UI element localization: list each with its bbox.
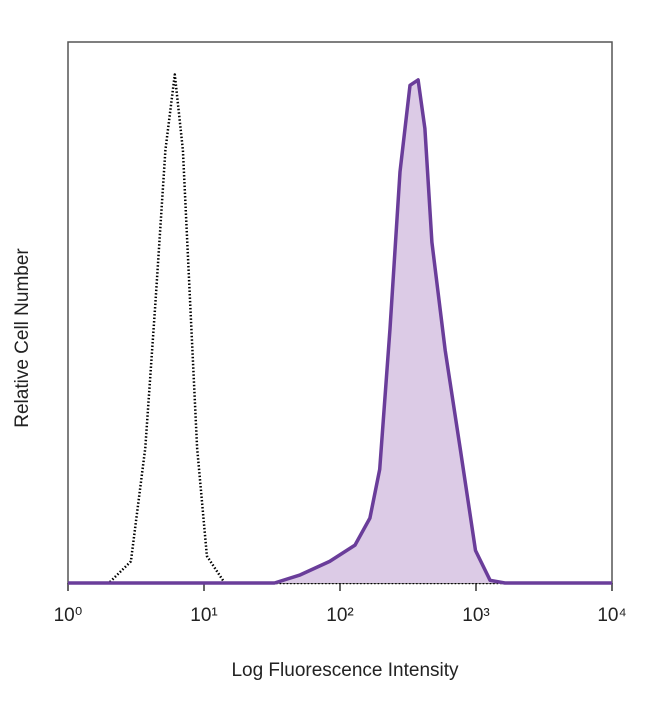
x-axis-label: Log Fluorescence Intensity [231,660,459,681]
x-tick-label: 10² [326,605,353,626]
histogram-line [68,78,612,585]
histogram-line [78,73,612,585]
x-tick-label: 10⁴ [597,605,626,626]
x-tick-label: 10¹ [190,605,217,626]
x-tick-label: 10⁰ [54,605,83,626]
histogram-area [68,79,612,584]
plot-frame [67,41,613,584]
y-axis-label: Relative Cell Number [12,248,33,428]
x-tick-label: 10³ [462,605,489,626]
